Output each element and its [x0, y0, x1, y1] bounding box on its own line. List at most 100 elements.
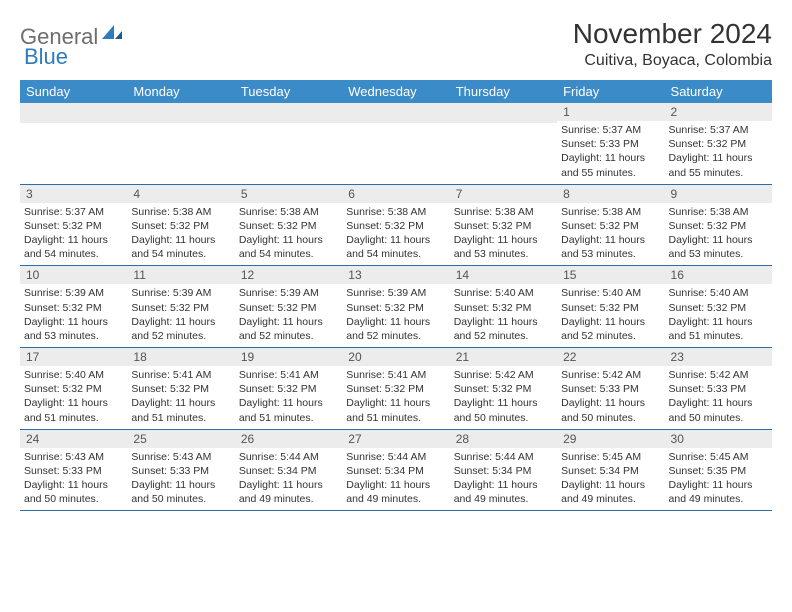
day-body: Sunrise: 5:41 AMSunset: 5:32 PMDaylight:… — [127, 366, 234, 429]
sunrise-text: Sunrise: 5:39 AM — [239, 286, 338, 300]
weekday-header: Saturday — [665, 80, 772, 103]
daylight-text: Daylight: 11 hours and 54 minutes. — [24, 233, 123, 261]
weekday-header-row: SundayMondayTuesdayWednesdayThursdayFrid… — [20, 80, 772, 103]
day-cell: 20Sunrise: 5:41 AMSunset: 5:32 PMDayligh… — [342, 348, 449, 429]
sunset-text: Sunset: 5:32 PM — [454, 301, 553, 315]
daylight-text: Daylight: 11 hours and 50 minutes. — [131, 478, 230, 506]
day-body: Sunrise: 5:39 AMSunset: 5:32 PMDaylight:… — [127, 284, 234, 347]
day-number: 27 — [342, 430, 449, 448]
sunrise-text: Sunrise: 5:45 AM — [561, 450, 660, 464]
sunrise-text: Sunrise: 5:40 AM — [24, 368, 123, 382]
sunrise-text: Sunrise: 5:38 AM — [131, 205, 230, 219]
day-cell: 4Sunrise: 5:38 AMSunset: 5:32 PMDaylight… — [127, 185, 234, 266]
sunrise-text: Sunrise: 5:41 AM — [239, 368, 338, 382]
day-number: 4 — [127, 185, 234, 203]
day-cell: 1Sunrise: 5:37 AMSunset: 5:33 PMDaylight… — [557, 103, 664, 184]
day-body: Sunrise: 5:43 AMSunset: 5:33 PMDaylight:… — [20, 448, 127, 511]
sunset-text: Sunset: 5:32 PM — [669, 219, 768, 233]
sunset-text: Sunset: 5:32 PM — [346, 382, 445, 396]
sunrise-text: Sunrise: 5:41 AM — [131, 368, 230, 382]
day-number: 24 — [20, 430, 127, 448]
day-number: 16 — [665, 266, 772, 284]
day-body: Sunrise: 5:45 AMSunset: 5:34 PMDaylight:… — [557, 448, 664, 511]
day-body: Sunrise: 5:40 AMSunset: 5:32 PMDaylight:… — [450, 284, 557, 347]
day-number: 22 — [557, 348, 664, 366]
day-cell: 11Sunrise: 5:39 AMSunset: 5:32 PMDayligh… — [127, 266, 234, 347]
weekday-header: Thursday — [450, 80, 557, 103]
logo-text-blue: Blue — [24, 44, 68, 69]
day-number: 2 — [665, 103, 772, 121]
day-body: Sunrise: 5:39 AMSunset: 5:32 PMDaylight:… — [235, 284, 342, 347]
sunrise-text: Sunrise: 5:44 AM — [454, 450, 553, 464]
daylight-text: Daylight: 11 hours and 49 minutes. — [239, 478, 338, 506]
day-cell: 23Sunrise: 5:42 AMSunset: 5:33 PMDayligh… — [665, 348, 772, 429]
day-number: 10 — [20, 266, 127, 284]
sunset-text: Sunset: 5:34 PM — [561, 464, 660, 478]
sunrise-text: Sunrise: 5:39 AM — [131, 286, 230, 300]
weekday-header: Friday — [557, 80, 664, 103]
daylight-text: Daylight: 11 hours and 54 minutes. — [131, 233, 230, 261]
daylight-text: Daylight: 11 hours and 49 minutes. — [669, 478, 768, 506]
daylight-text: Daylight: 11 hours and 52 minutes. — [346, 315, 445, 343]
day-cell: 15Sunrise: 5:40 AMSunset: 5:32 PMDayligh… — [557, 266, 664, 347]
day-cell: 19Sunrise: 5:41 AMSunset: 5:32 PMDayligh… — [235, 348, 342, 429]
calendar-page: General November 2024 Cuitiva, Boyaca, C… — [0, 0, 792, 511]
daylight-text: Daylight: 11 hours and 51 minutes. — [24, 396, 123, 424]
daylight-text: Daylight: 11 hours and 55 minutes. — [561, 151, 660, 179]
sunrise-text: Sunrise: 5:38 AM — [561, 205, 660, 219]
day-number: 19 — [235, 348, 342, 366]
sunset-text: Sunset: 5:33 PM — [24, 464, 123, 478]
day-number: 14 — [450, 266, 557, 284]
daylight-text: Daylight: 11 hours and 50 minutes. — [669, 396, 768, 424]
day-body: Sunrise: 5:43 AMSunset: 5:33 PMDaylight:… — [127, 448, 234, 511]
day-cell: 30Sunrise: 5:45 AMSunset: 5:35 PMDayligh… — [665, 430, 772, 511]
daylight-text: Daylight: 11 hours and 52 minutes. — [131, 315, 230, 343]
daylight-text: Daylight: 11 hours and 52 minutes. — [561, 315, 660, 343]
day-cell: 17Sunrise: 5:40 AMSunset: 5:32 PMDayligh… — [20, 348, 127, 429]
header: General November 2024 Cuitiva, Boyaca, C… — [20, 18, 772, 70]
sunrise-text: Sunrise: 5:37 AM — [669, 123, 768, 137]
day-cell — [127, 103, 234, 184]
week-row: 24Sunrise: 5:43 AMSunset: 5:33 PMDayligh… — [20, 430, 772, 512]
day-number: 15 — [557, 266, 664, 284]
day-body: Sunrise: 5:41 AMSunset: 5:32 PMDaylight:… — [235, 366, 342, 429]
weekday-header: Sunday — [20, 80, 127, 103]
day-body: Sunrise: 5:38 AMSunset: 5:32 PMDaylight:… — [450, 203, 557, 266]
week-row: 3Sunrise: 5:37 AMSunset: 5:32 PMDaylight… — [20, 185, 772, 267]
location: Cuitiva, Boyaca, Colombia — [573, 52, 772, 70]
sunset-text: Sunset: 5:32 PM — [131, 301, 230, 315]
day-body: Sunrise: 5:40 AMSunset: 5:32 PMDaylight:… — [665, 284, 772, 347]
day-number: 8 — [557, 185, 664, 203]
sunrise-text: Sunrise: 5:44 AM — [239, 450, 338, 464]
daylight-text: Daylight: 11 hours and 50 minutes. — [561, 396, 660, 424]
sunrise-text: Sunrise: 5:38 AM — [346, 205, 445, 219]
day-cell: 27Sunrise: 5:44 AMSunset: 5:34 PMDayligh… — [342, 430, 449, 511]
weekday-header: Tuesday — [235, 80, 342, 103]
day-cell — [450, 103, 557, 184]
daylight-text: Daylight: 11 hours and 51 minutes. — [669, 315, 768, 343]
day-body: Sunrise: 5:42 AMSunset: 5:32 PMDaylight:… — [450, 366, 557, 429]
week-row: 10Sunrise: 5:39 AMSunset: 5:32 PMDayligh… — [20, 266, 772, 348]
daylight-text: Daylight: 11 hours and 52 minutes. — [239, 315, 338, 343]
day-body: Sunrise: 5:44 AMSunset: 5:34 PMDaylight:… — [450, 448, 557, 511]
sunset-text: Sunset: 5:32 PM — [561, 219, 660, 233]
daylight-text: Daylight: 11 hours and 50 minutes. — [454, 396, 553, 424]
sunset-text: Sunset: 5:32 PM — [346, 301, 445, 315]
sunset-text: Sunset: 5:33 PM — [669, 382, 768, 396]
day-body: Sunrise: 5:39 AMSunset: 5:32 PMDaylight:… — [342, 284, 449, 347]
sunrise-text: Sunrise: 5:37 AM — [561, 123, 660, 137]
daylight-text: Daylight: 11 hours and 50 minutes. — [24, 478, 123, 506]
sunset-text: Sunset: 5:34 PM — [346, 464, 445, 478]
day-number: 30 — [665, 430, 772, 448]
sunrise-text: Sunrise: 5:45 AM — [669, 450, 768, 464]
sunrise-text: Sunrise: 5:39 AM — [346, 286, 445, 300]
daylight-text: Daylight: 11 hours and 49 minutes. — [346, 478, 445, 506]
sunrise-text: Sunrise: 5:38 AM — [454, 205, 553, 219]
sunrise-text: Sunrise: 5:38 AM — [669, 205, 768, 219]
sunset-text: Sunset: 5:33 PM — [131, 464, 230, 478]
sunset-text: Sunset: 5:32 PM — [561, 301, 660, 315]
day-number: 26 — [235, 430, 342, 448]
sunrise-text: Sunrise: 5:40 AM — [454, 286, 553, 300]
sunset-text: Sunset: 5:32 PM — [346, 219, 445, 233]
sunrise-text: Sunrise: 5:38 AM — [239, 205, 338, 219]
